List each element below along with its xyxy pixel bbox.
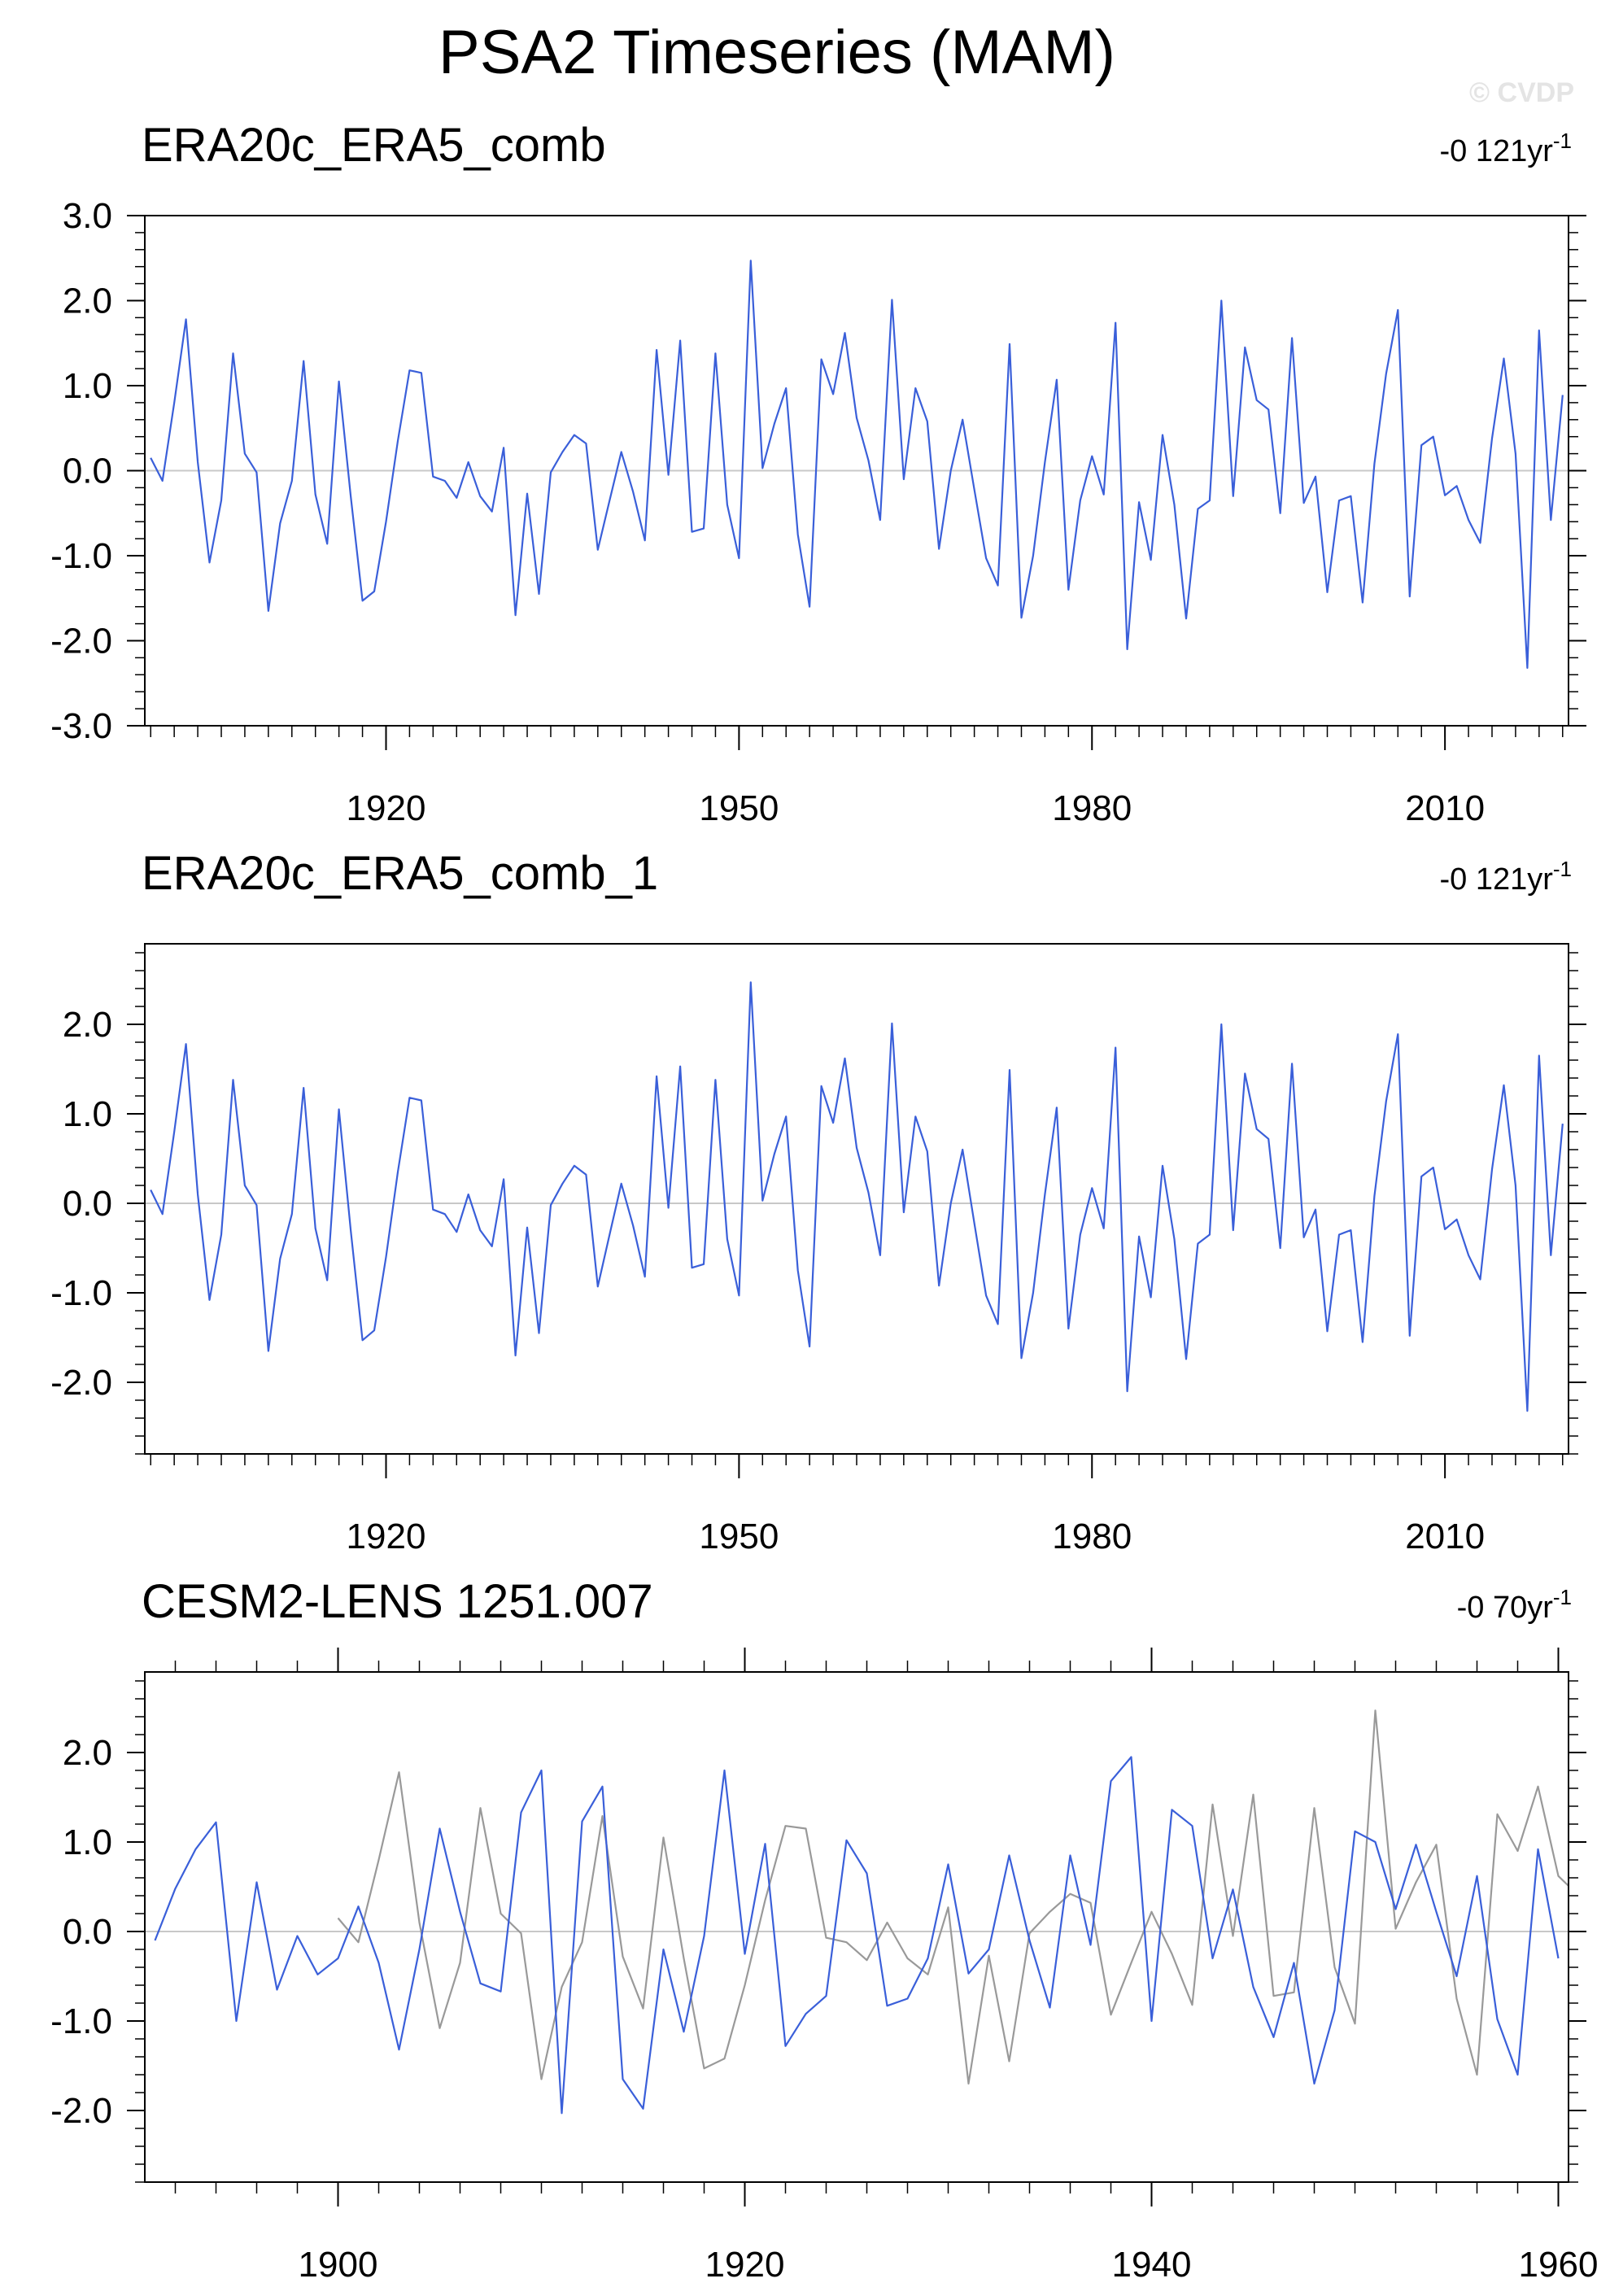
y-tick-label: -2.0 <box>50 622 112 661</box>
figure-title: PSA2 Timeseries (MAM) <box>438 18 1115 87</box>
y-tick-label: 0.0 <box>63 1912 112 1952</box>
trend-unit-superscript: -1 <box>1553 129 1572 153</box>
series-line-1 <box>154 1756 1560 2115</box>
x-tick-label: 1980 <box>1052 788 1132 828</box>
x-tick-label: 1960 <box>1519 2245 1599 2285</box>
plot-frame <box>144 1671 1569 2183</box>
y-tick-label: 2.0 <box>63 1005 112 1045</box>
trend-unit-superscript: -1 <box>1553 857 1572 881</box>
y-tick-label: 0.0 <box>63 1184 112 1224</box>
y-tick-label: 1.0 <box>63 1822 112 1862</box>
y-tick-label: 2.0 <box>63 282 112 321</box>
y-tick-label: 2.0 <box>63 1733 112 1773</box>
y-tick-label: -1.0 <box>50 536 112 576</box>
trend-value: -0 70yr <box>1457 1591 1554 1625</box>
panels: ERA20c_ERA5_comb -0 121yr-1-3.0-2.0-1.00.… <box>50 119 1598 2285</box>
panel-title: ERA20c_ERA5_comb_1 <box>142 847 658 900</box>
panel-title: ERA20c_ERA5_comb <box>142 119 606 172</box>
y-tick-label: -3.0 <box>50 706 112 746</box>
plot-frame <box>144 943 1569 1455</box>
trend-value: -0 121yr <box>1439 134 1553 168</box>
y-tick-label: 3.0 <box>63 196 112 236</box>
x-tick-label: 1950 <box>699 1517 779 1556</box>
y-tick-label: -2.0 <box>50 2091 112 2131</box>
x-tick-label: 1920 <box>347 788 426 828</box>
y-tick-label: -1.0 <box>50 2001 112 2041</box>
y-tick-label: 1.0 <box>63 1094 112 1134</box>
cvdp-watermark: © CVDP <box>1469 77 1574 108</box>
x-tick-label: 1920 <box>705 2245 785 2285</box>
trend-label: -0 70yr-1 <box>1457 1585 1572 1625</box>
x-tick-label: 1950 <box>699 788 779 828</box>
x-tick-label: 1980 <box>1052 1517 1132 1556</box>
y-tick-label: 1.0 <box>63 366 112 406</box>
x-tick-label: 1900 <box>299 2245 378 2285</box>
chart-panel-3: CESM2-LENS 1251.007 -0 70yr-1 -2.0 -1.0 0.0 1… <box>50 1575 1598 2285</box>
series-line-1 <box>150 981 1564 1412</box>
y-tick-label: -2.0 <box>50 1363 112 1403</box>
trend-label: -0 121yr-1 <box>1439 857 1572 897</box>
x-tick-label: 2010 <box>1405 788 1485 828</box>
x-tick-label: 2010 <box>1405 1517 1485 1556</box>
series-line-1 <box>150 260 1564 670</box>
x-tick-label: 1920 <box>347 1517 426 1556</box>
trend-unit-superscript: -1 <box>1553 1585 1572 1609</box>
plot-frame <box>144 215 1569 727</box>
series-line-2 <box>337 1709 1569 2085</box>
trend-label: -0 121yr-1 <box>1439 129 1572 168</box>
panel-title: CESM2-LENS 1251.007 <box>142 1575 653 1628</box>
chart-panel-1: ERA20c_ERA5_comb -0 121yr-1 -3.0 -2.0 -1.0 0.… <box>50 119 1586 828</box>
trend-value: -0 121yr <box>1439 862 1553 897</box>
y-tick-label: 0.0 <box>63 452 112 491</box>
y-tick-label: -1.0 <box>50 1273 112 1313</box>
x-tick-label: 1940 <box>1112 2245 1192 2285</box>
chart-panel-2: ERA20c_ERA5_comb_1 -0 121yr-1 -2.0 -1.0 0.0 1… <box>50 847 1586 1556</box>
